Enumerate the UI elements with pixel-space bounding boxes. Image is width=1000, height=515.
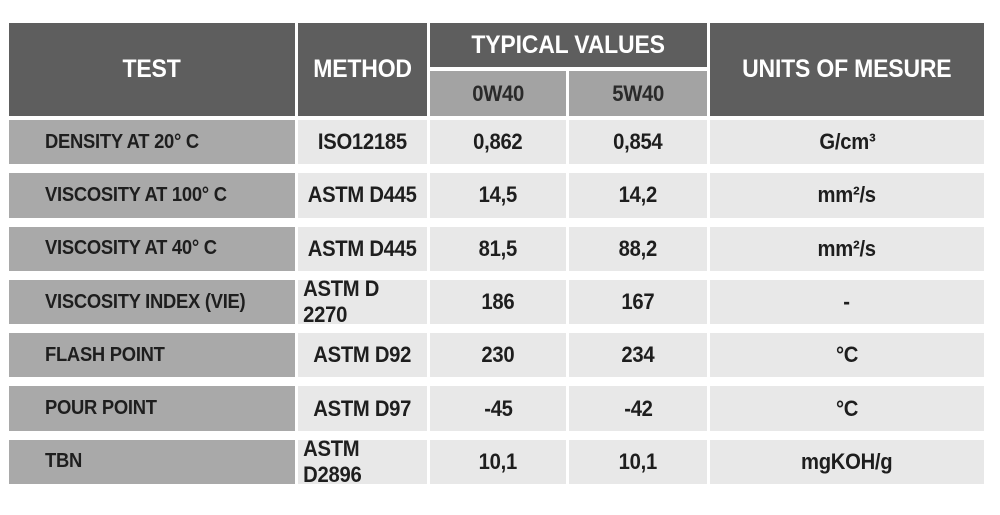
table-row-method: ASTM D92 <box>298 333 430 378</box>
table-row-unit: - <box>710 279 984 325</box>
value-5w40: 167 <box>621 289 655 315</box>
unit-value: mgKOH/g <box>801 448 893 474</box>
method-value: ASTM D92 <box>313 342 412 368</box>
table-row-value-0w40: 186 <box>430 279 569 325</box>
table-row-unit: mm²/s <box>710 173 984 218</box>
table-row-method: ASTM D97 <box>298 386 430 431</box>
value-0w40: -45 <box>483 395 513 421</box>
table-row-value-0w40: 230 <box>430 333 569 378</box>
table-row-value-0w40: -45 <box>430 386 569 431</box>
table-row-unit: °C <box>710 386 984 431</box>
method-value: ASTM D445 <box>308 182 417 208</box>
method-value: ASTM D97 <box>313 395 412 421</box>
table-row-unit: G/cm³ <box>710 120 984 165</box>
table-row-value-0w40: 10,1 <box>430 439 569 485</box>
test-name: VISCOSITY AT 40° C <box>45 237 217 260</box>
table-row-value-5w40: -42 <box>569 386 710 431</box>
table-row-method: ASTM D2896 <box>298 436 430 487</box>
value-5w40: 88,2 <box>618 235 658 261</box>
subheader-grade-2: 5W40 <box>569 71 710 116</box>
test-name: VISCOSITY INDEX (VIE) <box>45 290 246 313</box>
header-units-label: UNITS OF MESURE <box>742 55 952 83</box>
header-typical-values-label: TYPICAL VALUES <box>471 30 666 59</box>
table-row-test: POUR POINT <box>9 386 298 431</box>
header-test-label: TEST <box>122 55 182 83</box>
table-row-value-5w40: 234 <box>569 333 710 378</box>
table-row-test: TBN <box>9 439 298 485</box>
test-name: TBN <box>45 450 83 473</box>
header-units: UNITS OF MESURE <box>710 23 984 116</box>
value-0w40: 186 <box>481 289 515 315</box>
table-row-unit: mm²/s <box>710 226 984 271</box>
method-value: ASTM D445 <box>308 235 417 261</box>
header-typical-values: TYPICAL VALUES <box>430 23 710 71</box>
table-row-test: VISCOSITY AT 40° C <box>9 226 298 271</box>
table-row-method: ISO12185 <box>298 120 430 165</box>
table-row-value-0w40: 14,5 <box>430 173 569 218</box>
header-test: TEST <box>9 23 298 116</box>
unit-value: - <box>843 289 851 315</box>
subheader-grade-1: 0W40 <box>430 71 569 116</box>
table-row-value-5w40: 0,854 <box>569 120 710 165</box>
unit-value: °C <box>835 342 859 368</box>
table-row-value-5w40: 88,2 <box>569 226 710 271</box>
value-5w40: 14,2 <box>618 182 658 208</box>
table-row-test: VISCOSITY AT 100° C <box>9 173 298 218</box>
unit-value: mm²/s <box>817 235 877 261</box>
test-name: FLASH POINT <box>45 343 165 366</box>
value-5w40: -42 <box>623 395 653 421</box>
test-name: POUR POINT <box>45 397 157 420</box>
value-5w40: 234 <box>621 342 655 368</box>
value-0w40: 10,1 <box>478 448 518 474</box>
value-0w40: 14,5 <box>478 182 518 208</box>
test-name: VISCOSITY AT 100° C <box>45 183 227 206</box>
unit-value: G/cm³ <box>818 129 875 155</box>
method-value: ISO12185 <box>318 129 407 155</box>
subheader-grade-1-label: 0W40 <box>472 80 524 106</box>
value-0w40: 0,862 <box>473 129 523 155</box>
value-0w40: 81,5 <box>478 235 518 261</box>
table-row-test: DENSITY AT 20° C <box>9 120 298 165</box>
header-method-label: METHOD <box>313 55 412 83</box>
table-row-method: ASTM D445 <box>298 173 430 218</box>
table-row-test: FLASH POINT <box>9 333 298 378</box>
value-5w40: 10,1 <box>618 448 658 474</box>
test-name: DENSITY AT 20° C <box>45 130 199 153</box>
table-row-value-5w40: 167 <box>569 279 710 325</box>
table-row-test: VISCOSITY INDEX (VIE) <box>9 279 298 325</box>
table-row-value-0w40: 0,862 <box>430 120 569 165</box>
unit-value: mm²/s <box>817 182 877 208</box>
unit-value: °C <box>835 395 859 421</box>
table-row-method: ASTM D 2270 <box>298 276 430 327</box>
subheader-grade-2-label: 5W40 <box>612 80 664 106</box>
table-row-value-0w40: 81,5 <box>430 226 569 271</box>
table-row-value-5w40: 10,1 <box>569 439 710 485</box>
table-row-unit: mgKOH/g <box>710 439 984 485</box>
table-row-unit: °C <box>710 333 984 378</box>
method-value: ASTM D 2270 <box>303 276 380 328</box>
value-0w40: 230 <box>481 342 515 368</box>
method-value: ASTM D2896 <box>303 435 362 487</box>
value-5w40: 0,854 <box>613 129 663 155</box>
header-method: METHOD <box>298 23 430 116</box>
spec-table: TEST METHOD TYPICAL VALUES UNITS OF MESU… <box>9 23 984 493</box>
table-row-method: ASTM D445 <box>298 226 430 271</box>
table-row-value-5w40: 14,2 <box>569 173 710 218</box>
